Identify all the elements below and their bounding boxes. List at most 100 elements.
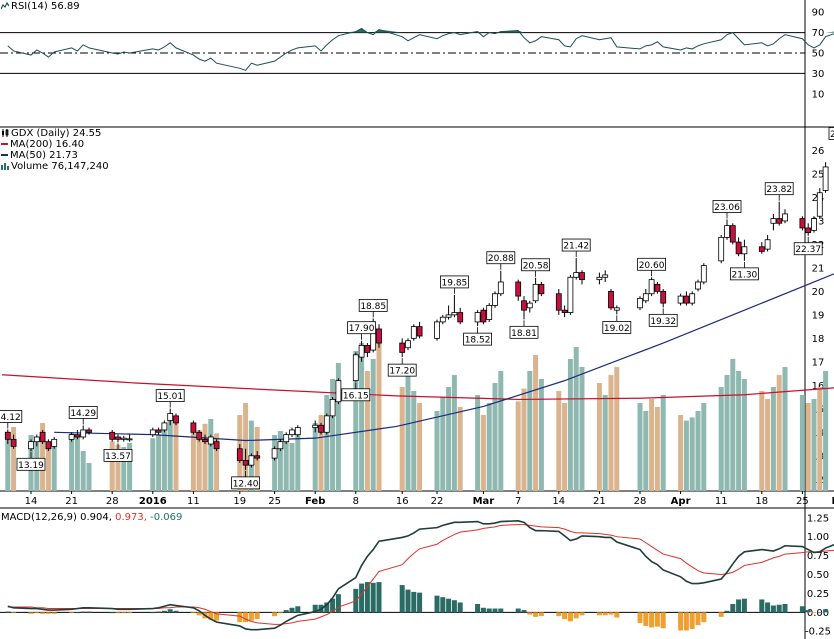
callout-label: 15.01 xyxy=(157,392,183,402)
candle-body xyxy=(567,276,574,313)
x-axis-tick-label: 2016 xyxy=(139,496,167,507)
macd-histogram-bar xyxy=(689,612,695,629)
macd-histogram-bar xyxy=(150,612,156,614)
x-axis-tick-label: Mar xyxy=(473,496,495,507)
price-callout: 17.20 xyxy=(387,358,417,377)
x-axis-tick-label: 21 xyxy=(65,496,78,507)
price-axis-tick: 16 xyxy=(812,381,825,392)
volume-bar xyxy=(156,435,162,491)
candle-body xyxy=(51,438,58,447)
volume-bar xyxy=(573,347,579,491)
macd-histogram-bar xyxy=(69,612,75,614)
macd-histogram-bar xyxy=(214,612,220,621)
macd-histogram-bar xyxy=(45,612,51,614)
callout-box xyxy=(463,332,493,346)
ma50-legend-row: MA(50) 21.73 xyxy=(1,150,109,161)
candle-body xyxy=(735,241,742,255)
macd-histogram-bar xyxy=(649,612,655,628)
candle-body xyxy=(497,281,504,295)
macd-histogram-bar xyxy=(289,607,295,613)
macd-histogram-bar xyxy=(440,597,446,613)
macd-histogram-bar xyxy=(283,610,289,613)
volume-bar xyxy=(637,403,643,491)
macd-histogram-bar xyxy=(11,612,17,614)
x-axis-tick-label: Apr xyxy=(671,496,691,507)
volume-bar xyxy=(277,431,283,491)
volume-bar xyxy=(69,433,75,491)
callout-box xyxy=(486,251,516,265)
macd-histogram-bar xyxy=(208,612,214,620)
x-axis-tick-label: 25 xyxy=(796,496,809,507)
volume-bar xyxy=(782,367,788,491)
rsi-axis-tick: 50 xyxy=(812,49,825,60)
macd-histogram-bar xyxy=(741,598,747,613)
candle-body xyxy=(434,321,440,339)
volume-bar xyxy=(724,375,730,491)
volume-bar xyxy=(208,419,214,491)
candle-body xyxy=(695,281,701,290)
callout-box xyxy=(637,257,666,271)
candle-body xyxy=(683,295,690,304)
callout-label: 17.20 xyxy=(389,367,415,377)
volume-bar xyxy=(579,367,585,491)
candle-body xyxy=(677,295,684,304)
volume-bar xyxy=(556,391,562,491)
candle-body xyxy=(637,298,643,309)
candle-body xyxy=(805,227,812,234)
volume-bar xyxy=(295,433,301,491)
volume-bar xyxy=(562,403,568,491)
volume-bar xyxy=(376,339,382,491)
callout-label: 14.29 xyxy=(70,409,96,419)
candle-body xyxy=(782,213,788,222)
candle-body xyxy=(329,399,336,417)
macd-histogram-bar xyxy=(86,611,92,613)
macd-line xyxy=(7,520,834,631)
price-callout: 21.42 xyxy=(561,238,591,258)
macd-axis-tick: 0.75 xyxy=(807,551,829,562)
macd-histogram-bar xyxy=(736,599,742,613)
callout-box xyxy=(231,476,261,490)
macd-histogram-bar xyxy=(364,582,370,613)
volume-bar xyxy=(115,444,121,491)
macd-histogram-bar xyxy=(480,607,486,613)
macd-axis-tick: 0.00 xyxy=(807,608,829,619)
candle-body xyxy=(700,265,707,283)
candle-body xyxy=(654,283,661,292)
candle-body xyxy=(451,312,458,316)
right-axis-background xyxy=(805,0,834,639)
candle-body xyxy=(289,429,295,436)
volume-bar xyxy=(596,383,602,491)
x-axis-tick-label: 16 xyxy=(396,496,409,507)
price-axis-tick: 26 xyxy=(812,146,825,157)
callout-label: 19.02 xyxy=(604,324,630,334)
price-callout: 13.19 xyxy=(16,452,46,471)
macd-value: 0.904, xyxy=(80,512,112,523)
price-callout: 20.58 xyxy=(521,258,550,277)
macd-histogram-bar xyxy=(277,612,283,614)
callout-box xyxy=(648,313,678,327)
macd-histogram-bar xyxy=(492,608,498,613)
volume-bar xyxy=(167,417,173,491)
x-axis-tick-label: 8 xyxy=(353,496,359,507)
price-callout: 15.01 xyxy=(155,389,185,408)
volume-bar xyxy=(127,443,133,491)
callout-box xyxy=(730,267,759,281)
callout-label: 13.57 xyxy=(105,452,131,462)
callout-label: 23.82 xyxy=(766,185,792,195)
candle-body xyxy=(294,427,301,436)
candle-body xyxy=(335,380,342,403)
ma200-swatch xyxy=(1,143,8,145)
volume-bar xyxy=(202,423,208,491)
callout-label: 13.19 xyxy=(18,461,44,471)
candle-body xyxy=(358,344,365,358)
candle-body xyxy=(660,290,667,304)
volume-bar xyxy=(417,403,423,491)
candle-body xyxy=(190,422,197,433)
volume-bar xyxy=(730,359,736,491)
macd-histogram-bar xyxy=(161,610,167,613)
candle-body xyxy=(538,283,545,295)
macd-histogram-bar xyxy=(527,612,533,615)
macd-histogram-bar xyxy=(312,604,318,613)
macd-histogram-bar xyxy=(596,612,602,616)
macd-histogram-bar xyxy=(34,612,40,614)
